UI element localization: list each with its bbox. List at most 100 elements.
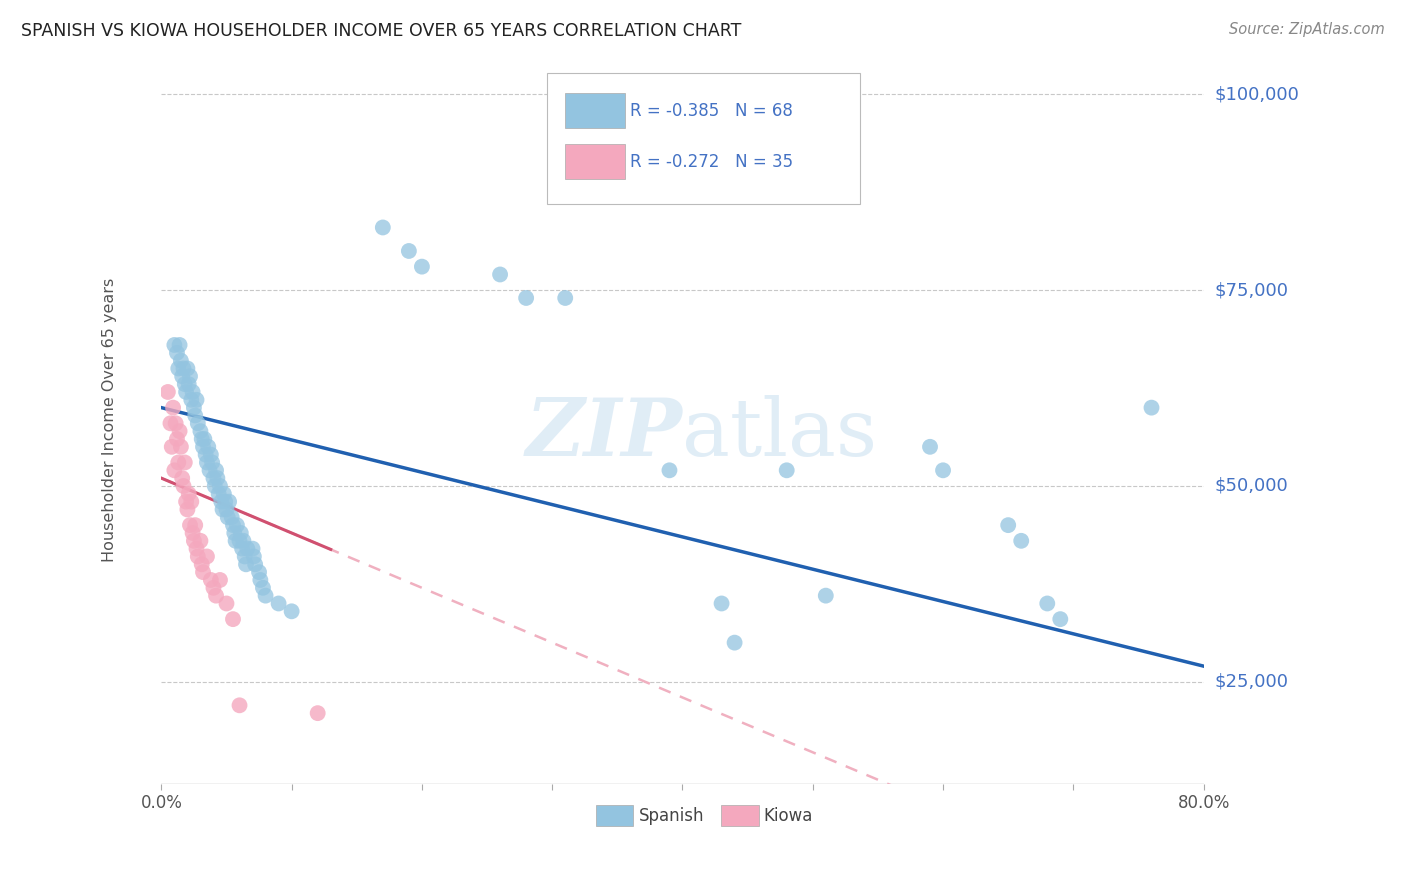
- Point: [190, 533, 212, 548]
- Point: [307, 706, 329, 720]
- Point: [200, 573, 222, 587]
- Point: [222, 518, 245, 533]
- Point: [183, 401, 205, 415]
- Point: [200, 448, 222, 462]
- Point: [173, 479, 195, 493]
- Point: [214, 494, 236, 508]
- Point: [224, 526, 246, 541]
- Point: [236, 541, 259, 556]
- Point: [814, 589, 837, 603]
- Point: [167, 361, 190, 376]
- Point: [191, 440, 214, 454]
- Point: [228, 533, 250, 548]
- Point: [170, 353, 193, 368]
- Point: [723, 635, 745, 649]
- Text: atlas: atlas: [682, 395, 877, 473]
- Point: [169, 338, 191, 352]
- Point: [195, 455, 218, 469]
- Point: [554, 291, 576, 305]
- Point: [1036, 597, 1059, 611]
- Point: [232, 533, 254, 548]
- Point: [247, 565, 270, 579]
- Text: $100,000: $100,000: [1215, 86, 1299, 103]
- Point: [243, 558, 266, 572]
- Point: [235, 558, 257, 572]
- Point: [215, 597, 238, 611]
- Text: Kiowa: Kiowa: [763, 806, 813, 825]
- Point: [249, 573, 271, 587]
- Point: [163, 463, 186, 477]
- Point: [229, 526, 252, 541]
- FancyBboxPatch shape: [721, 805, 759, 826]
- Point: [186, 541, 208, 556]
- Text: Spanish: Spanish: [638, 806, 704, 825]
- Text: $50,000: $50,000: [1215, 477, 1288, 495]
- Point: [201, 455, 224, 469]
- Point: [193, 432, 215, 446]
- Point: [195, 549, 218, 564]
- Point: [658, 463, 681, 477]
- Text: ZIP: ZIP: [526, 395, 682, 473]
- Point: [176, 361, 198, 376]
- Point: [222, 612, 245, 626]
- Point: [252, 581, 274, 595]
- FancyBboxPatch shape: [565, 93, 626, 128]
- Point: [228, 698, 250, 713]
- Point: [242, 541, 264, 556]
- Point: [932, 463, 955, 477]
- Point: [208, 573, 231, 587]
- Point: [187, 417, 209, 431]
- Point: [710, 597, 733, 611]
- Point: [398, 244, 420, 258]
- Point: [160, 440, 183, 454]
- Point: [209, 494, 232, 508]
- Point: [187, 549, 209, 564]
- Point: [173, 361, 195, 376]
- Point: [208, 487, 231, 501]
- Point: [181, 384, 204, 399]
- Point: [197, 440, 219, 454]
- Point: [180, 392, 202, 407]
- FancyBboxPatch shape: [547, 73, 859, 204]
- Point: [1010, 533, 1032, 548]
- Point: [997, 518, 1019, 533]
- Point: [190, 558, 212, 572]
- Point: [194, 448, 217, 462]
- Point: [186, 392, 208, 407]
- Point: [280, 604, 302, 618]
- Point: [162, 401, 184, 415]
- Point: [205, 463, 228, 477]
- Point: [215, 502, 238, 516]
- Point: [198, 463, 221, 477]
- Point: [173, 377, 195, 392]
- Point: [184, 409, 207, 423]
- Text: R = -0.385   N = 68: R = -0.385 N = 68: [630, 103, 793, 120]
- Point: [173, 455, 195, 469]
- Point: [177, 487, 200, 501]
- Point: [233, 549, 256, 564]
- Point: [204, 479, 226, 493]
- Point: [163, 338, 186, 352]
- Point: [190, 432, 212, 446]
- Point: [1049, 612, 1071, 626]
- Point: [166, 432, 188, 446]
- Point: [221, 510, 243, 524]
- Point: [489, 268, 512, 282]
- Point: [176, 502, 198, 516]
- Point: [184, 518, 207, 533]
- Text: R = -0.272   N = 35: R = -0.272 N = 35: [630, 153, 793, 171]
- Point: [254, 589, 277, 603]
- FancyBboxPatch shape: [596, 805, 634, 826]
- Point: [212, 487, 235, 501]
- Point: [172, 369, 194, 384]
- Point: [177, 377, 200, 392]
- Point: [165, 417, 187, 431]
- Point: [225, 518, 247, 533]
- Point: [179, 518, 201, 533]
- Text: SPANISH VS KIOWA HOUSEHOLDER INCOME OVER 65 YEARS CORRELATION CHART: SPANISH VS KIOWA HOUSEHOLDER INCOME OVER…: [21, 22, 741, 40]
- Text: Source: ZipAtlas.com: Source: ZipAtlas.com: [1229, 22, 1385, 37]
- Point: [225, 533, 247, 548]
- Point: [180, 494, 202, 508]
- Point: [174, 384, 197, 399]
- Point: [205, 589, 228, 603]
